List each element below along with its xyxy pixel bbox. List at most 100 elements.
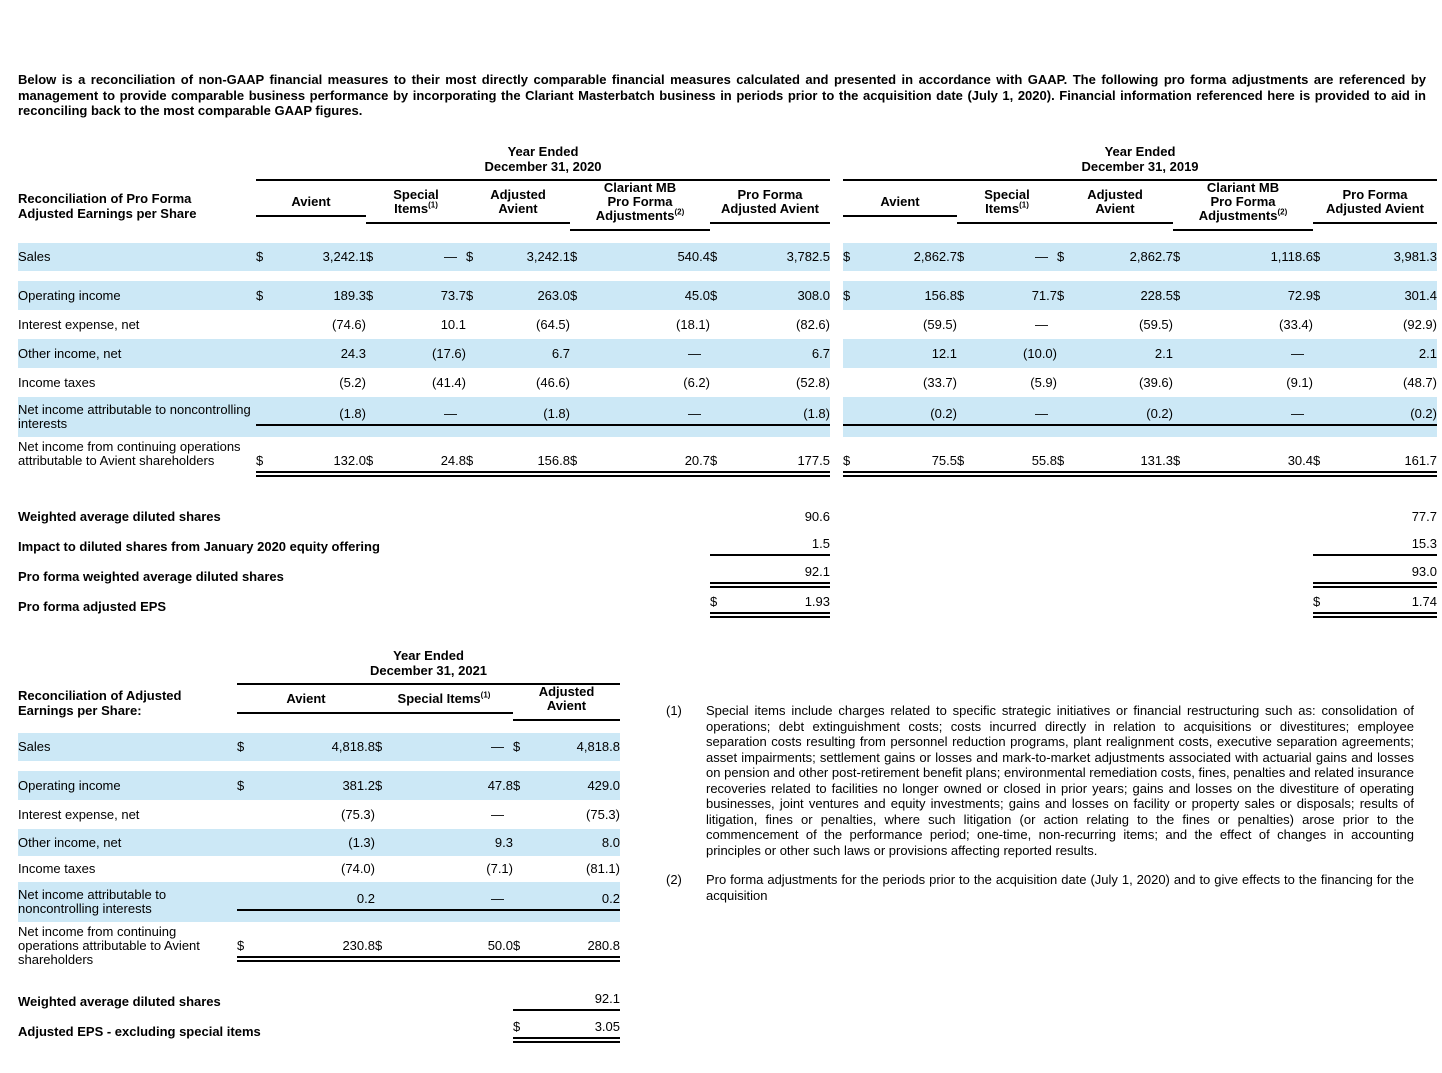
value: 6.7 xyxy=(551,345,570,361)
dollar-sign: $ xyxy=(843,452,851,468)
value: 3,782.5 xyxy=(786,249,830,264)
single-underline xyxy=(375,909,513,911)
value-cell: 0.2 xyxy=(237,882,375,922)
value: 228.5 xyxy=(1140,287,1173,303)
value-cell: $24.8 xyxy=(366,437,466,494)
value-line: (0.2) xyxy=(843,407,957,421)
summary-value-cell: 77.7 xyxy=(1313,502,1437,532)
value-band: (74.6) xyxy=(256,317,366,332)
value: 230.8 xyxy=(342,937,375,953)
double-underline xyxy=(1057,470,1173,477)
value-line: (59.5) xyxy=(843,317,957,332)
row-label-cell: Sales xyxy=(18,733,237,761)
column-header: Special Items(1) xyxy=(984,187,1030,216)
dollar-sign: $ xyxy=(1173,287,1181,303)
table-row: Net income from continuing operations at… xyxy=(18,922,620,979)
table-row: Sales $3,242.1 $ — $3,242.1 $540.4 $3,782.5 $2,… xyxy=(18,243,1437,271)
value: (9.1) xyxy=(1286,374,1313,390)
value-band: (64.5) xyxy=(466,317,570,332)
single-underline xyxy=(1313,554,1437,556)
value: 8.0 xyxy=(601,834,620,850)
value-cell: $4,818.8 xyxy=(237,733,375,761)
value: 47.8 xyxy=(487,777,513,793)
value-cell: (1.8) xyxy=(466,397,570,437)
column-header-underline xyxy=(570,229,710,231)
column-header-cell: Clariant MB Pro Forma Adjustments(2) xyxy=(1173,181,1313,231)
value-band: $3,782.5 xyxy=(710,250,830,264)
value: (33.4) xyxy=(1279,316,1313,332)
value-line: 1.5 xyxy=(710,537,830,551)
dollar-sign: $ xyxy=(256,249,264,264)
value-band: 9.3 xyxy=(375,835,513,850)
dollar-sign: $ xyxy=(466,287,474,303)
summary-row: Pro forma weighted average diluted share… xyxy=(18,562,1437,592)
value-band: (52.8) xyxy=(710,375,830,390)
column-header-row: Reconciliation of Pro Forma Adjusted Ear… xyxy=(18,181,1437,231)
spacer-row xyxy=(18,231,1437,243)
value-line: $1,118.6 xyxy=(1173,250,1313,264)
row-label: Income taxes xyxy=(18,861,96,876)
column-header-cell: Avient xyxy=(843,181,957,231)
value: 131.3 xyxy=(1140,452,1173,468)
dollar-sign: $ xyxy=(843,249,851,264)
value-band: (0.2) xyxy=(1057,407,1173,426)
value-cell: — xyxy=(1173,339,1313,368)
value-band: (75.3) xyxy=(237,807,375,822)
value-cell: (82.6) xyxy=(710,310,830,339)
value-line: $3,242.1 xyxy=(466,250,570,264)
column-header: Avient xyxy=(880,194,920,209)
value: 10.1 xyxy=(440,316,466,332)
value-cell: (64.5) xyxy=(466,310,570,339)
value-line: 10.1 xyxy=(366,316,466,332)
value-line: (41.4) xyxy=(366,374,466,390)
value: (92.9) xyxy=(1403,316,1437,332)
single-underline xyxy=(466,424,570,426)
value-cell: $20.7 xyxy=(570,437,710,494)
table-row: Other income, net 24.3 (17.6) 6.7 — 6.7 12.1 (1… xyxy=(18,339,1437,368)
column-header-underline xyxy=(957,222,1057,224)
double-underline xyxy=(513,955,620,962)
value-cell: (48.7) xyxy=(1313,368,1437,397)
dollar-sign: $ xyxy=(710,594,718,609)
value-band: (74.0) xyxy=(237,862,375,876)
value-cell: (39.6) xyxy=(1057,368,1173,397)
value-line: 9.3 xyxy=(375,835,513,850)
value-line: (0.2) xyxy=(1313,407,1437,421)
spacer-row xyxy=(18,494,1437,502)
value-line: $3.05 xyxy=(513,1020,620,1034)
value-cell: (74.0) xyxy=(237,856,375,882)
column-header: Special Items(1) xyxy=(393,187,439,216)
column-header: Adjusted Avient xyxy=(538,684,595,713)
value-band: $20.7 xyxy=(570,453,710,477)
column-header-cell: Avient xyxy=(256,181,366,231)
double-underline xyxy=(1313,470,1437,477)
value-band: (48.7) xyxy=(1313,375,1437,390)
single-underline xyxy=(1173,424,1313,426)
single-underline xyxy=(1313,424,1437,426)
double-underline xyxy=(710,612,830,618)
footnote-2-text: Pro forma adjustments for the periods pr… xyxy=(706,872,1414,903)
single-underline xyxy=(570,424,710,426)
double-underline xyxy=(1313,582,1437,588)
dollar-sign: $ xyxy=(375,937,383,953)
double-underline xyxy=(570,470,710,477)
dollar-sign: $ xyxy=(1313,594,1321,609)
value-band: — xyxy=(957,407,1057,426)
value-cell: (75.3) xyxy=(237,800,375,829)
value-cell: 6.7 xyxy=(710,339,830,368)
value-line: (39.6) xyxy=(1057,375,1173,390)
value-line: (59.5) xyxy=(1057,317,1173,332)
row-label-cell: Net income from continuing operations at… xyxy=(18,922,237,979)
value-line: (5.9) xyxy=(957,375,1057,390)
value-band: (75.3) xyxy=(513,807,620,822)
column-header: Adjusted Avient xyxy=(1087,187,1143,216)
value-cell: 9.3 xyxy=(375,829,513,856)
value-band: $4,818.8 xyxy=(513,740,620,754)
value: (41.4) xyxy=(432,374,466,390)
value-cell: $30.4 xyxy=(1173,437,1313,494)
value: (1.8) xyxy=(543,406,570,421)
value-cell: — xyxy=(1173,397,1313,437)
value-line: $381.2 xyxy=(237,778,375,793)
value-line: (5.2) xyxy=(256,375,366,390)
value-line: (1.3) xyxy=(237,835,375,850)
